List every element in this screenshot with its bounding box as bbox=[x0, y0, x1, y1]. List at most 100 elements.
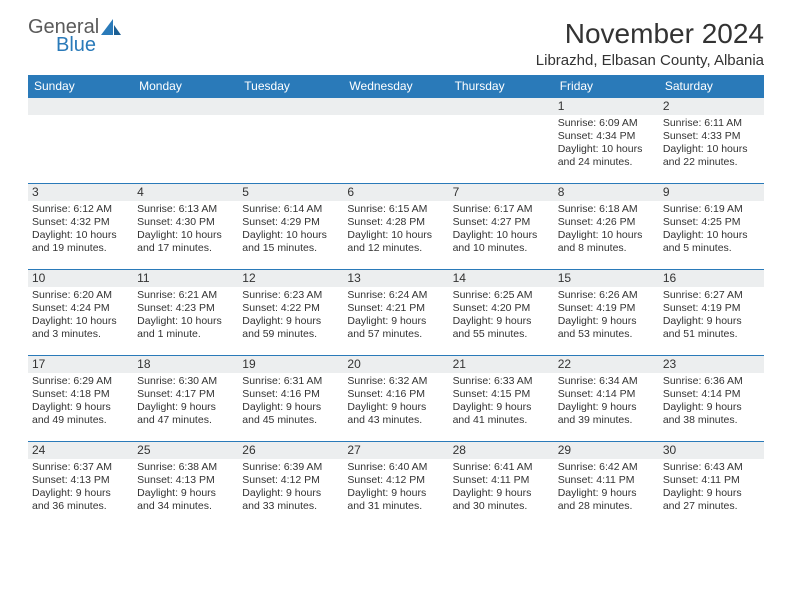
day-number-empty bbox=[449, 98, 554, 115]
sunset-text: Sunset: 4:28 PM bbox=[347, 216, 444, 229]
logo-blue-text: Blue bbox=[28, 36, 121, 54]
daylight-text: Daylight: 9 hours bbox=[558, 401, 655, 414]
sunset-text: Sunset: 4:19 PM bbox=[663, 302, 760, 315]
calendar-day-cell: 14Sunrise: 6:25 AMSunset: 4:20 PMDayligh… bbox=[449, 270, 554, 356]
day-info: Sunrise: 6:20 AMSunset: 4:24 PMDaylight:… bbox=[32, 289, 129, 342]
calendar-day-cell: 4 Sunrise: 6:13 AMSunset: 4:30 PMDaylight… bbox=[133, 184, 238, 270]
daylight-text: and 38 minutes. bbox=[663, 414, 760, 427]
sunset-text: Sunset: 4:22 PM bbox=[242, 302, 339, 315]
sunrise-text: Sunrise: 6:31 AM bbox=[242, 375, 339, 388]
sunset-text: Sunset: 4:16 PM bbox=[242, 388, 339, 401]
daylight-text: Daylight: 10 hours bbox=[663, 229, 760, 242]
daylight-text: and 53 minutes. bbox=[558, 328, 655, 341]
daylight-text: Daylight: 10 hours bbox=[663, 143, 760, 156]
sunset-text: Sunset: 4:20 PM bbox=[453, 302, 550, 315]
sunrise-text: Sunrise: 6:30 AM bbox=[137, 375, 234, 388]
day-number: 30 bbox=[659, 442, 764, 459]
calendar-day-cell: 5Sunrise: 6:14 AMSunset: 4:29 PMDaylight… bbox=[238, 184, 343, 270]
daylight-text: and 57 minutes. bbox=[347, 328, 444, 341]
sunset-text: Sunset: 4:24 PM bbox=[32, 302, 129, 315]
daylight-text: and 5 minutes. bbox=[663, 242, 760, 255]
sunrise-text: Sunrise: 6:43 AM bbox=[663, 461, 760, 474]
sunrise-text: Sunrise: 6:23 AM bbox=[242, 289, 339, 302]
day-info: Sunrise: 6:23 AMSunset: 4:22 PMDaylight:… bbox=[242, 289, 339, 342]
sunset-text: Sunset: 4:25 PM bbox=[663, 216, 760, 229]
calendar-day-cell: 2Sunrise: 6:11 AMSunset: 4:33 PMDaylight… bbox=[659, 98, 764, 184]
sunset-text: Sunset: 4:11 PM bbox=[558, 474, 655, 487]
day-info: Sunrise: 6:37 AMSunset: 4:13 PMDaylight:… bbox=[32, 461, 129, 514]
day-number: 21 bbox=[449, 356, 554, 373]
daylight-text: Daylight: 9 hours bbox=[347, 401, 444, 414]
weekday-header: Wednesday bbox=[343, 75, 448, 98]
calendar-day-cell bbox=[133, 98, 238, 184]
calendar-day-cell: 17Sunrise: 6:29 AMSunset: 4:18 PMDayligh… bbox=[28, 356, 133, 442]
daylight-text: and 27 minutes. bbox=[663, 500, 760, 513]
calendar-day-cell: 29Sunrise: 6:42 AMSunset: 4:11 PMDayligh… bbox=[554, 442, 659, 528]
day-info: Sunrise: 6:33 AMSunset: 4:15 PMDaylight:… bbox=[453, 375, 550, 428]
calendar-day-cell bbox=[343, 98, 448, 184]
daylight-text: and 3 minutes. bbox=[32, 328, 129, 341]
day-info: Sunrise: 6:11 AMSunset: 4:33 PMDaylight:… bbox=[663, 117, 760, 170]
calendar-day-cell bbox=[449, 98, 554, 184]
daylight-text: Daylight: 9 hours bbox=[242, 401, 339, 414]
sunset-text: Sunset: 4:13 PM bbox=[32, 474, 129, 487]
sunset-text: Sunset: 4:12 PM bbox=[347, 474, 444, 487]
daylight-text: Daylight: 9 hours bbox=[347, 315, 444, 328]
sunset-text: Sunset: 4:16 PM bbox=[347, 388, 444, 401]
day-info: Sunrise: 6:26 AMSunset: 4:19 PMDaylight:… bbox=[558, 289, 655, 342]
daylight-text: and 31 minutes. bbox=[347, 500, 444, 513]
daylight-text: Daylight: 9 hours bbox=[453, 401, 550, 414]
day-number: 11 bbox=[133, 270, 238, 287]
day-info: Sunrise: 6:15 AMSunset: 4:28 PMDaylight:… bbox=[347, 203, 444, 256]
weekday-header: Thursday bbox=[449, 75, 554, 98]
day-number: 4 bbox=[133, 184, 238, 201]
daylight-text: and 12 minutes. bbox=[347, 242, 444, 255]
day-info: Sunrise: 6:42 AMSunset: 4:11 PMDaylight:… bbox=[558, 461, 655, 514]
day-info: Sunrise: 6:40 AMSunset: 4:12 PMDaylight:… bbox=[347, 461, 444, 514]
day-info: Sunrise: 6:30 AMSunset: 4:17 PMDaylight:… bbox=[137, 375, 234, 428]
calendar-week-row: 10Sunrise: 6:20 AMSunset: 4:24 PMDayligh… bbox=[28, 270, 764, 356]
day-number: 19 bbox=[238, 356, 343, 373]
sunset-text: Sunset: 4:12 PM bbox=[242, 474, 339, 487]
calendar-day-cell: 9Sunrise: 6:19 AMSunset: 4:25 PMDaylight… bbox=[659, 184, 764, 270]
sunrise-text: Sunrise: 6:39 AM bbox=[242, 461, 339, 474]
daylight-text: Daylight: 10 hours bbox=[32, 315, 129, 328]
day-info: Sunrise: 6:19 AMSunset: 4:25 PMDaylight:… bbox=[663, 203, 760, 256]
daylight-text: Daylight: 9 hours bbox=[137, 401, 234, 414]
daylight-text: Daylight: 10 hours bbox=[137, 229, 234, 242]
daylight-text: and 8 minutes. bbox=[558, 242, 655, 255]
location-text: Librazhd, Elbasan County, Albania bbox=[536, 52, 764, 69]
sunset-text: Sunset: 4:11 PM bbox=[663, 474, 760, 487]
daylight-text: and 24 minutes. bbox=[558, 156, 655, 169]
day-number: 18 bbox=[133, 356, 238, 373]
day-info: Sunrise: 6:21 AMSunset: 4:23 PMDaylight:… bbox=[137, 289, 234, 342]
calendar-day-cell: 13Sunrise: 6:24 AMSunset: 4:21 PMDayligh… bbox=[343, 270, 448, 356]
calendar-day-cell: 8Sunrise: 6:18 AMSunset: 4:26 PMDaylight… bbox=[554, 184, 659, 270]
sunrise-text: Sunrise: 6:25 AM bbox=[453, 289, 550, 302]
day-number-empty bbox=[343, 98, 448, 115]
day-info: Sunrise: 6:31 AMSunset: 4:16 PMDaylight:… bbox=[242, 375, 339, 428]
sunrise-text: Sunrise: 6:13 AM bbox=[137, 203, 234, 216]
calendar-day-cell: 27Sunrise: 6:40 AMSunset: 4:12 PMDayligh… bbox=[343, 442, 448, 528]
sunrise-text: Sunrise: 6:33 AM bbox=[453, 375, 550, 388]
sunrise-text: Sunrise: 6:09 AM bbox=[558, 117, 655, 130]
daylight-text: Daylight: 9 hours bbox=[347, 487, 444, 500]
day-number: 17 bbox=[28, 356, 133, 373]
day-info: Sunrise: 6:43 AMSunset: 4:11 PMDaylight:… bbox=[663, 461, 760, 514]
calendar-week-row: 1Sunrise: 6:09 AMSunset: 4:34 PMDaylight… bbox=[28, 98, 764, 184]
sunset-text: Sunset: 4:32 PM bbox=[32, 216, 129, 229]
daylight-text: and 22 minutes. bbox=[663, 156, 760, 169]
sunset-text: Sunset: 4:26 PM bbox=[558, 216, 655, 229]
sunset-text: Sunset: 4:30 PM bbox=[137, 216, 234, 229]
day-number: 24 bbox=[28, 442, 133, 459]
sunrise-text: Sunrise: 6:36 AM bbox=[663, 375, 760, 388]
weekday-header: Tuesday bbox=[238, 75, 343, 98]
daylight-text: Daylight: 9 hours bbox=[32, 401, 129, 414]
weekday-header: Monday bbox=[133, 75, 238, 98]
sunrise-text: Sunrise: 6:11 AM bbox=[663, 117, 760, 130]
sunset-text: Sunset: 4:13 PM bbox=[137, 474, 234, 487]
day-info: Sunrise: 6:18 AMSunset: 4:26 PMDaylight:… bbox=[558, 203, 655, 256]
day-info: Sunrise: 6:14 AMSunset: 4:29 PMDaylight:… bbox=[242, 203, 339, 256]
day-info: Sunrise: 6:36 AMSunset: 4:14 PMDaylight:… bbox=[663, 375, 760, 428]
daylight-text: Daylight: 9 hours bbox=[558, 487, 655, 500]
